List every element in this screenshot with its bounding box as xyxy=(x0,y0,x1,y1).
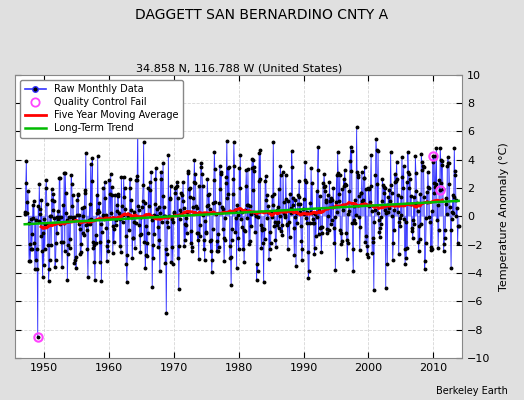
Text: Berkeley Earth: Berkeley Earth xyxy=(436,386,508,396)
Y-axis label: Temperature Anomaly (°C): Temperature Anomaly (°C) xyxy=(499,142,509,291)
Title: 34.858 N, 116.788 W (United States): 34.858 N, 116.788 W (United States) xyxy=(136,64,342,74)
Legend: Raw Monthly Data, Quality Control Fail, Five Year Moving Average, Long-Term Tren: Raw Monthly Data, Quality Control Fail, … xyxy=(20,80,183,138)
Text: DAGGETT SAN BERNARDINO CNTY A: DAGGETT SAN BERNARDINO CNTY A xyxy=(135,8,389,22)
